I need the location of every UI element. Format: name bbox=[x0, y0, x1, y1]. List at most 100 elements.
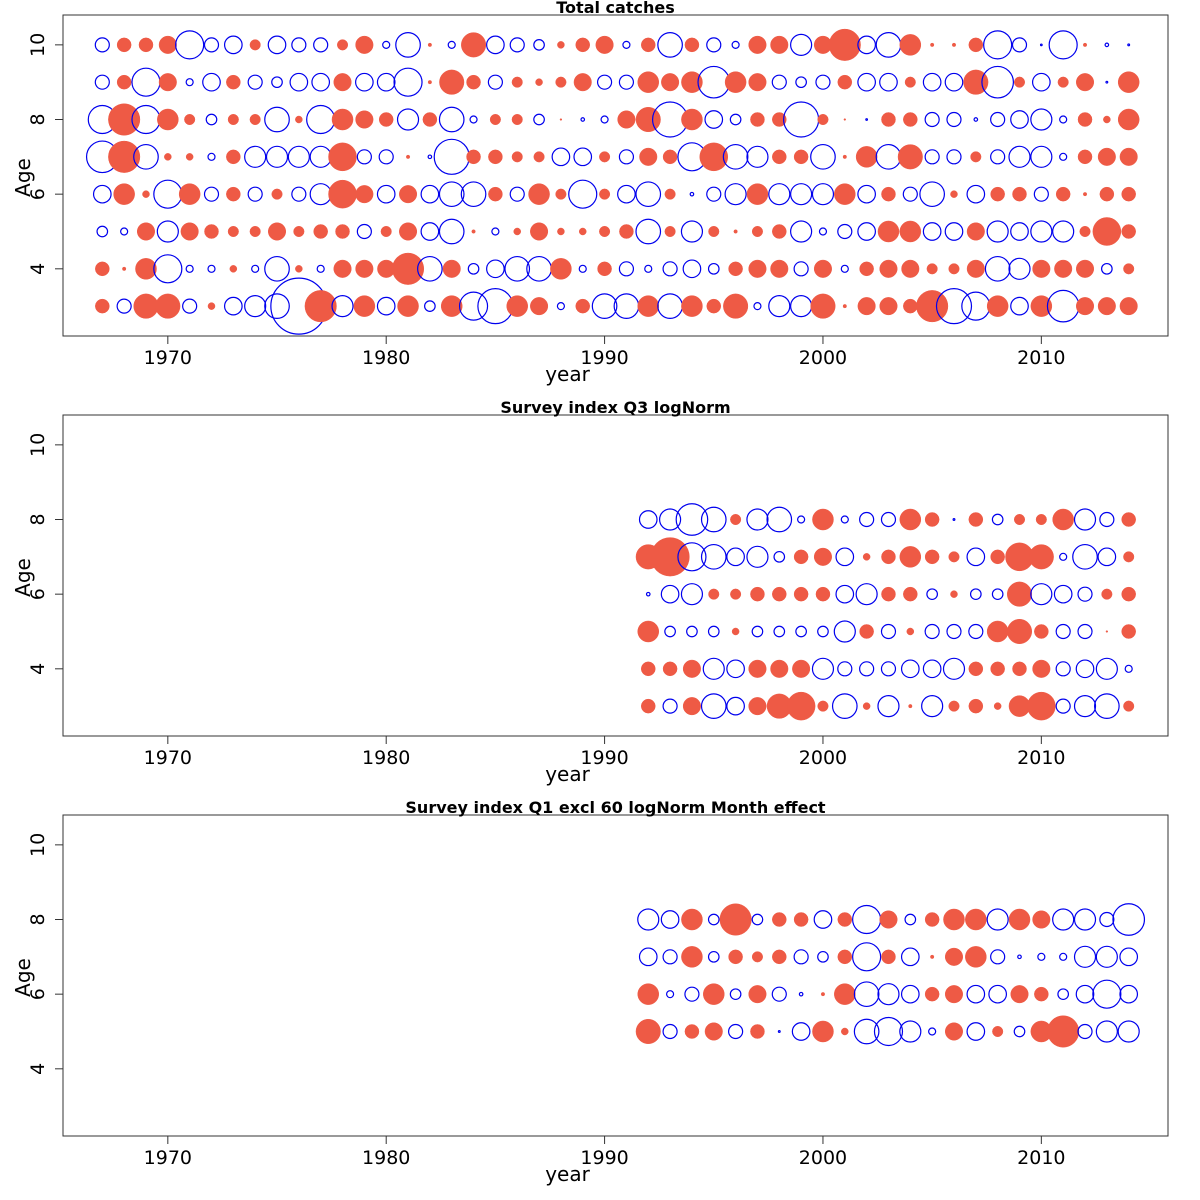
negative-residual-bubble bbox=[420, 184, 440, 204]
negative-residual-bubble bbox=[622, 40, 631, 49]
negative-residual-bubble bbox=[1095, 1020, 1118, 1043]
positive-residual-bubble bbox=[337, 39, 349, 51]
positive-residual-bubble bbox=[682, 659, 701, 678]
positive-residual-bubble bbox=[328, 179, 357, 209]
negative-residual-bubble bbox=[94, 74, 110, 90]
positive-residual-bubble bbox=[466, 74, 481, 90]
negative-residual-bubble bbox=[526, 255, 552, 282]
negative-residual-bubble bbox=[271, 76, 283, 89]
negative-residual-bubble bbox=[447, 40, 456, 49]
positive-residual-bubble bbox=[641, 661, 656, 677]
negative-residual-bubble bbox=[1046, 289, 1080, 323]
negative-residual-bubble bbox=[247, 186, 263, 202]
positive-residual-bubble bbox=[249, 39, 261, 51]
positive-residual-bubble bbox=[986, 620, 1009, 643]
positive-residual-bubble bbox=[841, 1027, 849, 1036]
positive-residual-bubble bbox=[1101, 588, 1113, 600]
negative-residual-bubble bbox=[1059, 952, 1068, 961]
negative-residual-bubble bbox=[1010, 222, 1029, 241]
negative-residual-bubble bbox=[116, 298, 132, 314]
negative-residual-bubble bbox=[1077, 623, 1093, 640]
y-tick-label: 6 bbox=[27, 988, 49, 1000]
positive-residual-bubble bbox=[770, 259, 789, 278]
positive-residual-bubble bbox=[108, 103, 141, 136]
chart-panel-3: Survey index Q1 excl 60 logNorm Month ef… bbox=[11, 798, 1169, 1186]
negative-residual-bubble bbox=[244, 295, 267, 318]
positive-residual-bubble bbox=[750, 1024, 765, 1039]
positive-residual-bubble bbox=[944, 947, 963, 966]
negative-residual-bubble bbox=[1073, 908, 1097, 931]
negative-residual-bubble bbox=[427, 154, 433, 160]
positive-residual-bubble bbox=[950, 590, 958, 598]
positive-residual-bubble bbox=[681, 71, 703, 93]
negative-residual-bubble bbox=[638, 510, 658, 529]
positive-residual-bubble bbox=[1034, 986, 1049, 1002]
positive-residual-bubble bbox=[511, 76, 523, 88]
positive-residual-bubble bbox=[530, 222, 549, 241]
positive-residual-bubble bbox=[897, 144, 923, 170]
negative-residual-bubble bbox=[573, 147, 593, 167]
positive-residual-bubble bbox=[185, 153, 194, 161]
positive-residual-bubble bbox=[924, 912, 940, 927]
positive-residual-bubble bbox=[1028, 544, 1054, 570]
negative-residual-bubble bbox=[702, 657, 725, 680]
negative-residual-bubble bbox=[1057, 988, 1070, 1001]
x-tick-label: 1980 bbox=[362, 747, 410, 769]
positive-residual-bubble bbox=[488, 149, 503, 165]
negative-residual-bubble bbox=[202, 72, 221, 92]
positive-residual-bubble bbox=[511, 114, 523, 126]
positive-residual-bubble bbox=[703, 983, 725, 1005]
positive-residual-bubble bbox=[899, 34, 922, 56]
y-tick-label: 10 bbox=[27, 833, 49, 857]
positive-residual-bubble bbox=[968, 512, 984, 527]
negative-residual-bubble bbox=[986, 908, 1009, 931]
positive-residual-bubble bbox=[813, 259, 832, 278]
negative-residual-bubble bbox=[1030, 583, 1053, 606]
positive-residual-bubble bbox=[748, 259, 767, 278]
negative-residual-bubble bbox=[922, 222, 942, 241]
negative-residual-bubble bbox=[857, 35, 876, 55]
negative-residual-bubble bbox=[677, 542, 707, 572]
negative-residual-bubble bbox=[600, 115, 609, 124]
positive-residual-bubble bbox=[528, 183, 550, 205]
negative-residual-bubble bbox=[813, 910, 833, 929]
negative-residual-bubble bbox=[662, 949, 678, 965]
negative-residual-bubble bbox=[1048, 30, 1078, 60]
negative-residual-bubble bbox=[131, 67, 161, 97]
x-axis-title: year bbox=[545, 1162, 590, 1186]
positive-residual-bubble bbox=[355, 110, 374, 129]
positive-residual-bubble bbox=[293, 225, 305, 237]
positive-residual-bubble bbox=[466, 149, 481, 165]
positive-residual-bubble bbox=[899, 220, 922, 243]
x-tick-label: 1990 bbox=[580, 1147, 628, 1169]
negative-residual-bubble bbox=[790, 295, 813, 318]
negative-residual-bubble bbox=[707, 262, 720, 275]
negative-residual-bubble bbox=[1037, 952, 1046, 961]
positive-residual-bubble bbox=[879, 259, 898, 278]
negative-residual-bubble bbox=[120, 227, 129, 236]
negative-residual-bubble bbox=[793, 949, 809, 965]
negative-residual-bubble bbox=[356, 149, 372, 165]
negative-residual-bubble bbox=[657, 32, 683, 58]
negative-residual-bubble bbox=[533, 113, 545, 126]
negative-residual-bubble bbox=[973, 117, 979, 122]
y-axis-title: Age bbox=[11, 558, 35, 597]
negative-residual-bubble bbox=[880, 661, 897, 677]
positive-residual-bubble bbox=[1103, 115, 1111, 124]
negative-residual-bubble bbox=[833, 620, 856, 643]
negative-residual-bubble bbox=[1055, 623, 1071, 640]
negative-residual-bubble bbox=[768, 183, 791, 206]
negative-residual-bubble bbox=[289, 72, 309, 92]
negative-residual-bubble bbox=[1059, 552, 1068, 561]
negative-residual-bubble bbox=[265, 145, 289, 168]
positive-residual-bubble bbox=[158, 73, 177, 92]
negative-residual-bubble bbox=[207, 264, 216, 273]
positive-residual-bubble bbox=[392, 252, 425, 285]
positive-residual-bubble bbox=[439, 69, 465, 95]
negative-residual-bubble bbox=[382, 40, 391, 49]
positive-residual-bubble bbox=[1097, 297, 1116, 316]
positive-residual-bubble bbox=[1092, 217, 1122, 246]
positive-residual-bubble bbox=[227, 114, 239, 126]
negative-residual-bubble bbox=[900, 659, 920, 679]
positive-residual-bubble bbox=[599, 151, 611, 163]
